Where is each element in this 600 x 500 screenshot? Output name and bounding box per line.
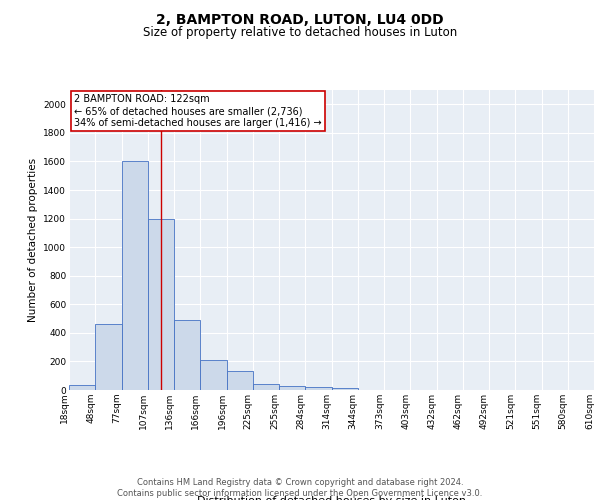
Bar bbox=[200, 360, 227, 390]
Text: Size of property relative to detached houses in Luton: Size of property relative to detached ho… bbox=[143, 26, 457, 39]
Bar bbox=[121, 162, 148, 390]
Bar bbox=[331, 388, 358, 390]
X-axis label: Distribution of detached houses by size in Luton: Distribution of detached houses by size … bbox=[197, 496, 466, 500]
Bar bbox=[148, 218, 174, 390]
Bar bbox=[227, 372, 253, 390]
Bar bbox=[253, 384, 279, 390]
Bar bbox=[69, 385, 95, 390]
Bar bbox=[174, 320, 200, 390]
Text: 2 BAMPTON ROAD: 122sqm
← 65% of detached houses are smaller (2,736)
34% of semi-: 2 BAMPTON ROAD: 122sqm ← 65% of detached… bbox=[74, 94, 322, 128]
Bar bbox=[305, 387, 331, 390]
Text: 2, BAMPTON ROAD, LUTON, LU4 0DD: 2, BAMPTON ROAD, LUTON, LU4 0DD bbox=[156, 12, 444, 26]
Y-axis label: Number of detached properties: Number of detached properties bbox=[28, 158, 38, 322]
Bar bbox=[279, 386, 305, 390]
Text: Contains HM Land Registry data © Crown copyright and database right 2024.
Contai: Contains HM Land Registry data © Crown c… bbox=[118, 478, 482, 498]
Bar bbox=[95, 324, 121, 390]
